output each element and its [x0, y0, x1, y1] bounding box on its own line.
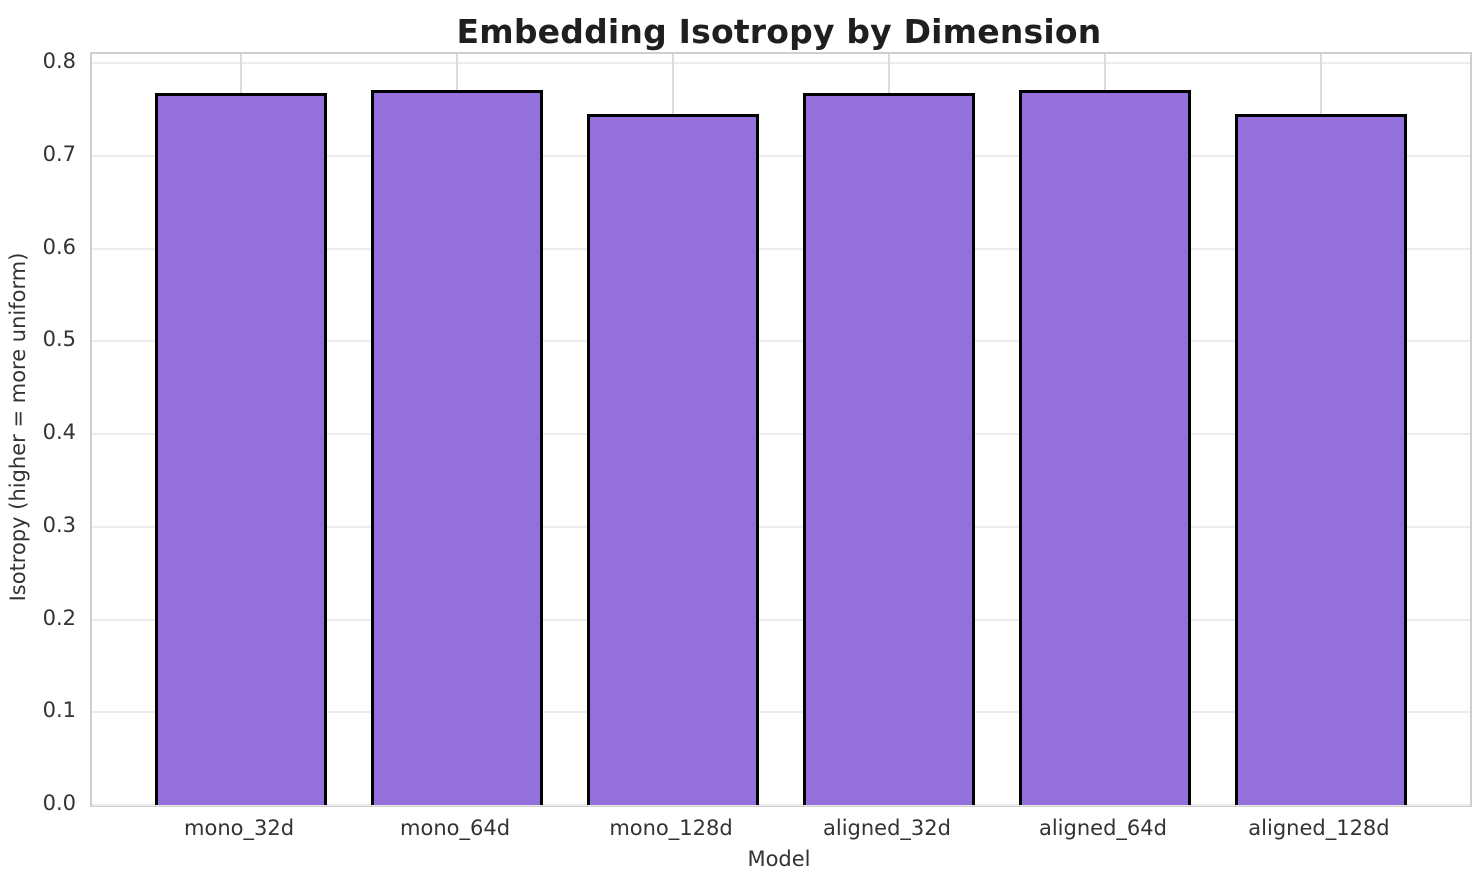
bar-mono_32d: [154, 92, 328, 805]
bar-aligned_64d: [1018, 90, 1192, 805]
y-tick-label: 0.5: [42, 327, 76, 352]
x-axis-label: Model: [747, 847, 811, 871]
y-tick-label: 0.2: [42, 605, 76, 630]
horizontal-gridline: [92, 62, 1470, 65]
horizontal-gridline: [92, 340, 1470, 343]
y-tick-label: 0.0: [42, 791, 76, 815]
horizontal-gridline: [92, 433, 1470, 436]
x-tick-label: mono_128d: [609, 816, 733, 840]
horizontal-gridline: [92, 711, 1470, 714]
x-tick-label: aligned_128d: [1248, 816, 1390, 840]
x-tick-label: aligned_32d: [822, 816, 951, 840]
bar-aligned_128d: [1234, 114, 1408, 805]
bar-mono_64d: [370, 90, 544, 805]
y-tick-label: 0.4: [42, 420, 76, 445]
x-tick-label: mono_64d: [400, 816, 511, 840]
y-tick-label: 0.3: [42, 512, 76, 537]
horizontal-gridline: [92, 804, 1470, 806]
plot-area: [90, 52, 1472, 807]
y-tick-label: 0.8: [42, 49, 76, 74]
horizontal-gridline: [92, 525, 1470, 528]
horizontal-gridline: [92, 155, 1470, 157]
y-tick-label: 0.6: [42, 234, 76, 259]
y-tick-label: 0.1: [42, 698, 76, 723]
horizontal-gridline: [92, 247, 1470, 250]
y-tick-label: 0.7: [42, 141, 76, 166]
horizontal-gridline: [92, 618, 1470, 621]
bar-aligned_32d: [802, 92, 976, 805]
chart-title: Embedding Isotropy by Dimension: [456, 12, 1102, 51]
bar-layer: [92, 54, 1470, 805]
x-tick-label: aligned_64d: [1038, 816, 1167, 840]
bar-mono_128d: [586, 114, 760, 805]
x-tick-label: mono_32d: [184, 816, 295, 840]
